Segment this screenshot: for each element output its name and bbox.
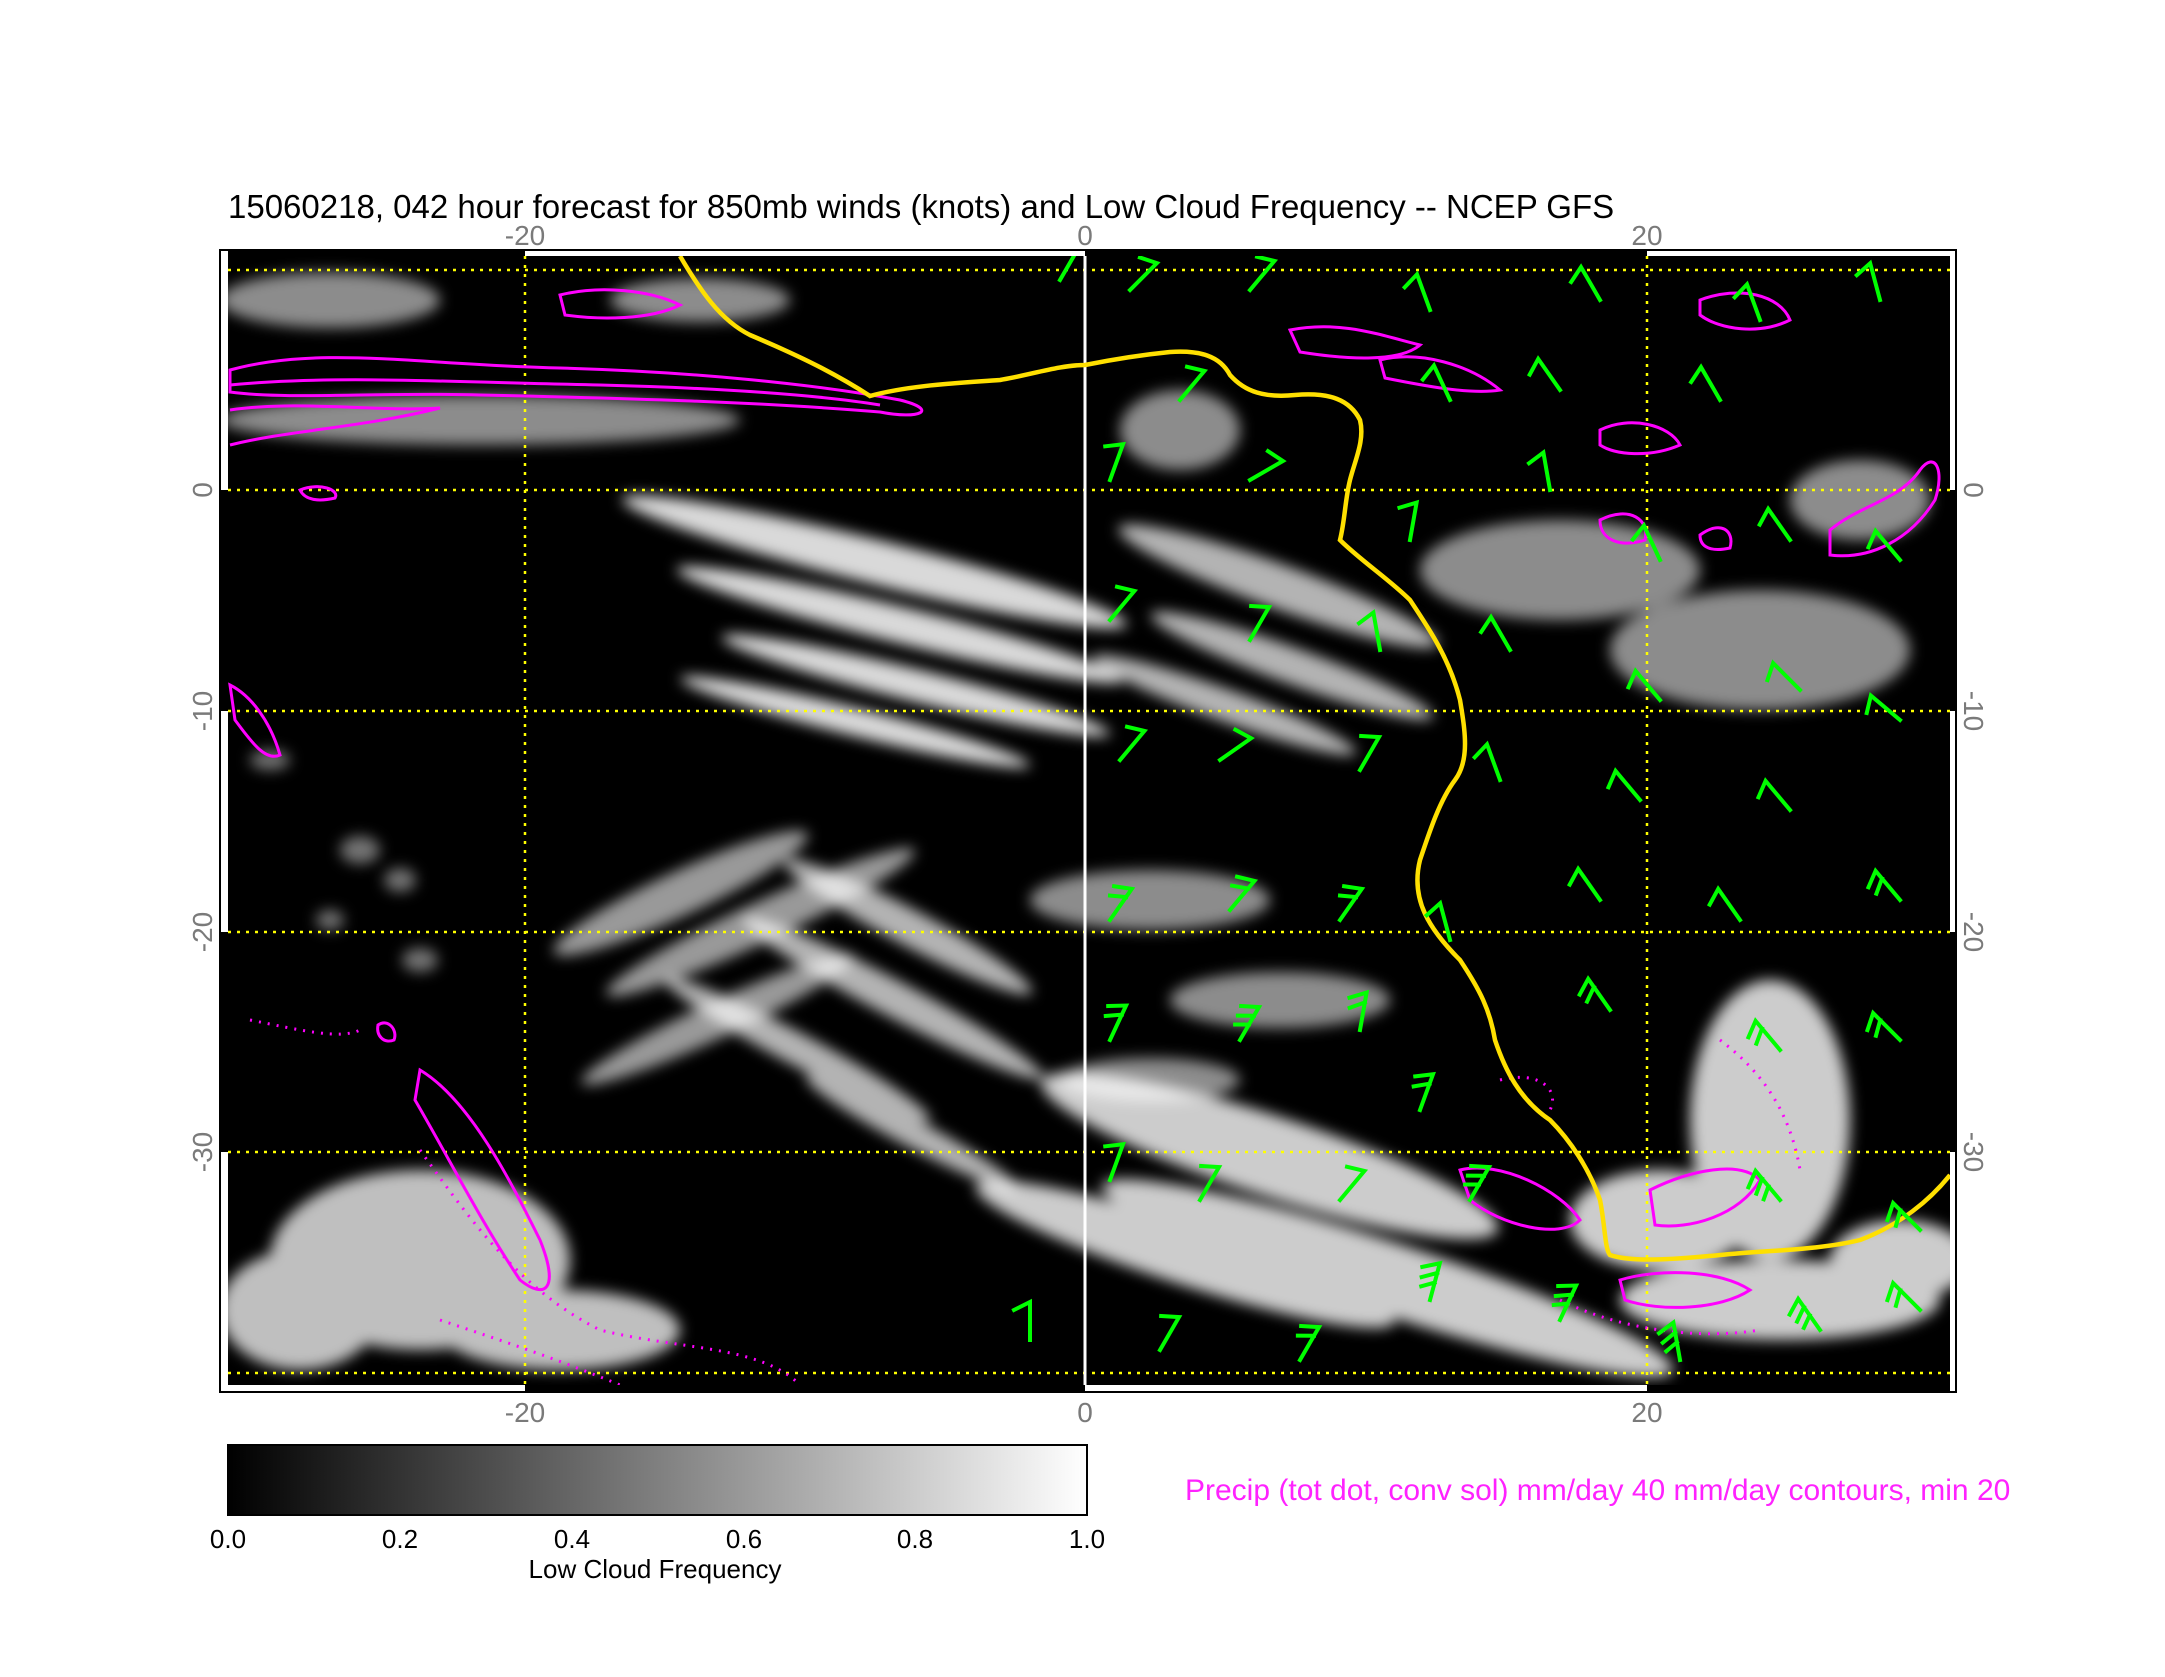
colorbar-tick-0: 0.0 [210,1524,246,1554]
lat-tick-left-3: -30 [187,1132,218,1172]
colorbar-tick-1: 0.2 [382,1524,418,1554]
lon-tick-bottom-2: 20 [1631,1397,1662,1428]
lon-tick-bottom-1: 0 [1077,1397,1093,1428]
coastline [678,256,1950,1262]
precip-total-dotted [249,1018,1802,1385]
colorbar-tick-3: 0.6 [726,1524,762,1554]
wind-barbs [1011,256,1923,1363]
colorbar: 0.0 0.2 0.4 0.6 0.8 1.0 Low Cloud Freque… [210,1444,1105,1584]
lat-tick-right-3: -30 [1958,1132,1989,1172]
colorbar-tick-2: 0.4 [554,1524,590,1554]
lat-tick-right-0: 0 [1958,482,1989,498]
colorbar-gradient [227,1444,1088,1516]
lat-tick-left-0: 0 [187,482,218,498]
lat-tick-left-1: -10 [187,691,218,731]
precip-note: Precip (tot dot, conv sol) mm/day 40 mm/… [1185,1474,2010,1507]
lon-tick-top-0: -20 [505,220,545,251]
lon-tick-bottom-0: -20 [505,1397,545,1428]
lat-tick-right-1: -10 [1958,691,1989,731]
figure-title: 15060218, 042 hour forecast for 850mb wi… [228,188,1614,225]
lat-tick-left-2: -20 [187,912,218,952]
map-edge-bars [220,250,1956,1392]
lat-tick-right-2: -20 [1958,912,1989,952]
low-cloud-field [228,272,1950,1377]
colorbar-tick-5: 1.0 [1069,1524,1105,1554]
colorbar-tick-4: 0.8 [897,1524,933,1554]
lon-tick-top-1: 0 [1077,220,1093,251]
lon-tick-top-2: 20 [1631,220,1662,251]
colorbar-label: Low Cloud Frequency [529,1554,782,1584]
